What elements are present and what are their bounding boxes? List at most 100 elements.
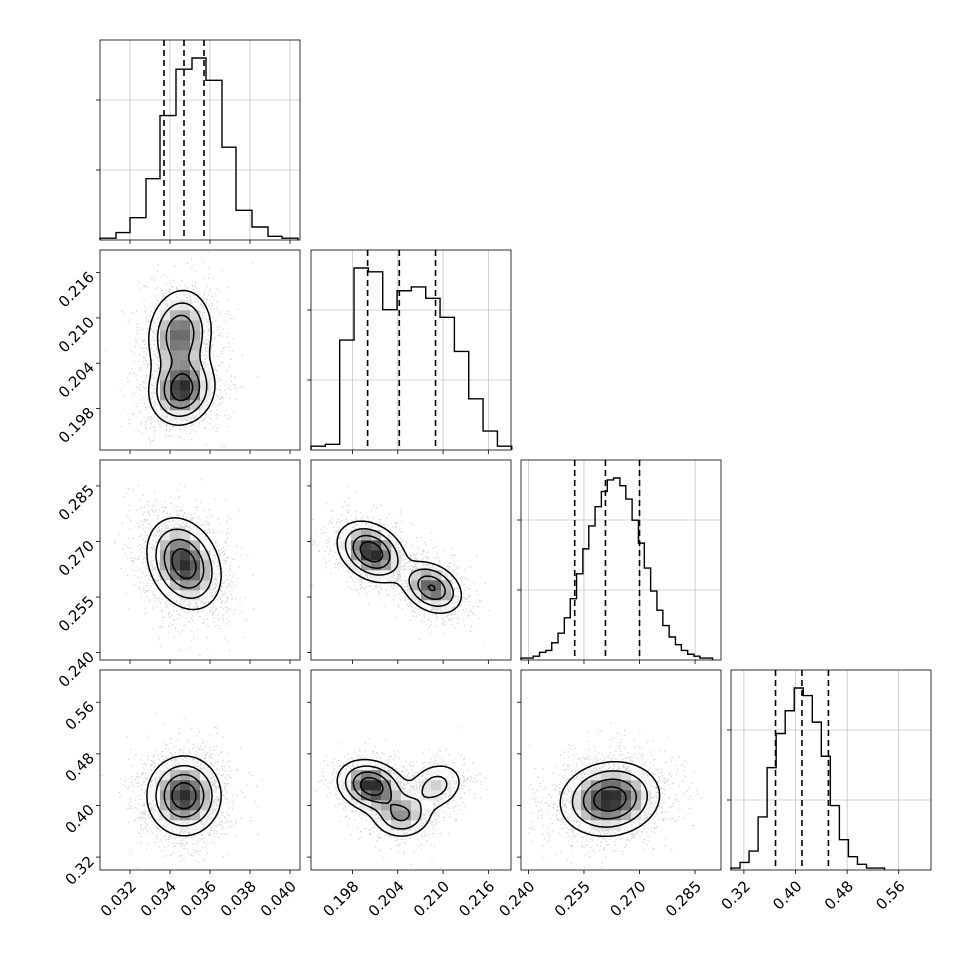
density-cell	[591, 820, 602, 831]
density-cell	[160, 770, 171, 781]
density-cell	[381, 540, 392, 551]
contour-line	[155, 528, 213, 599]
density-cell	[180, 800, 191, 811]
panel-frame	[520, 669, 722, 871]
density-cell	[190, 800, 201, 811]
density-cell	[160, 530, 171, 541]
density-cell	[190, 340, 201, 351]
density-cell	[621, 800, 632, 811]
density-cell	[631, 810, 642, 821]
density-cell	[160, 570, 171, 581]
density-cell	[341, 550, 352, 561]
density-cell	[431, 790, 442, 801]
density-cell	[361, 540, 372, 551]
density-cell	[371, 780, 382, 791]
contour-line	[359, 541, 436, 592]
density-cell	[621, 770, 632, 781]
density-cell	[641, 790, 652, 801]
density-cell	[200, 570, 211, 581]
density-cell	[190, 350, 201, 361]
panel-frame	[310, 669, 512, 871]
density-cell	[160, 810, 171, 821]
density-cell	[170, 590, 181, 601]
density-cell	[170, 560, 181, 571]
density-cell	[381, 790, 392, 801]
contour-line	[146, 755, 222, 837]
density-cell	[180, 340, 191, 351]
contour-line	[359, 776, 384, 797]
density-cell	[361, 790, 372, 801]
contour-line	[171, 548, 197, 580]
histogram-outline	[730, 687, 886, 870]
density-cell	[571, 780, 582, 791]
density-cell	[170, 530, 181, 541]
density-cell	[371, 530, 382, 541]
density-cell	[581, 780, 592, 791]
density-cell	[190, 550, 201, 561]
density-cell	[160, 360, 171, 371]
density-cell	[160, 370, 171, 381]
density-cell	[381, 570, 392, 581]
density-cell	[371, 770, 382, 781]
density-cell	[160, 320, 171, 331]
density-cell	[160, 330, 171, 341]
density-cell	[170, 340, 181, 351]
density-cell	[421, 570, 432, 581]
density-cell	[180, 530, 191, 541]
density-cell	[621, 780, 632, 791]
panel-frame	[730, 669, 932, 871]
density-cell	[180, 310, 191, 321]
density-cell	[200, 780, 211, 791]
density-cell	[631, 800, 642, 811]
density-cell	[411, 800, 422, 811]
density-cell	[411, 810, 422, 821]
density-cell	[571, 810, 582, 821]
density-cell	[170, 770, 181, 781]
density-cell	[351, 790, 362, 801]
density-cell	[611, 800, 622, 811]
density-cell	[170, 820, 181, 831]
panel-frame	[310, 459, 512, 661]
density-cell	[431, 570, 442, 581]
density-cell	[381, 780, 392, 791]
contour-line	[352, 534, 446, 601]
density-cell	[581, 790, 592, 801]
density-cell	[200, 800, 211, 811]
density-cell	[361, 780, 372, 791]
density-cell	[170, 330, 181, 341]
density-cell	[200, 540, 211, 551]
density-cell	[200, 590, 211, 601]
density-cell	[421, 580, 432, 591]
density-cell	[170, 370, 181, 381]
density-cell	[601, 820, 612, 831]
density-cell	[591, 780, 602, 791]
density-cell	[180, 590, 191, 601]
density-cell	[180, 810, 191, 821]
density-cell	[180, 790, 191, 801]
density-cell	[581, 800, 592, 811]
contour-line	[146, 517, 222, 611]
density-cell	[180, 560, 191, 571]
density-cell	[601, 800, 612, 811]
density-cell	[391, 810, 402, 821]
panel-frame	[520, 459, 722, 661]
density-cell	[180, 400, 191, 411]
density-cell	[641, 800, 652, 811]
density-cell	[411, 790, 422, 801]
density-cell	[441, 770, 452, 781]
density-cell	[160, 340, 171, 351]
density-cell	[160, 400, 171, 411]
density-cell	[351, 540, 362, 551]
histogram-outline	[310, 267, 513, 450]
density-cell	[170, 540, 181, 551]
density-cell	[160, 540, 171, 551]
density-cell	[611, 790, 622, 801]
density-cell	[190, 390, 201, 401]
density-cell	[371, 800, 382, 811]
contour-line	[163, 538, 205, 589]
density-cell	[391, 790, 402, 801]
density-cell	[190, 540, 201, 551]
density-cell	[190, 810, 201, 821]
density-cell	[200, 790, 211, 801]
density-cell	[411, 580, 422, 591]
